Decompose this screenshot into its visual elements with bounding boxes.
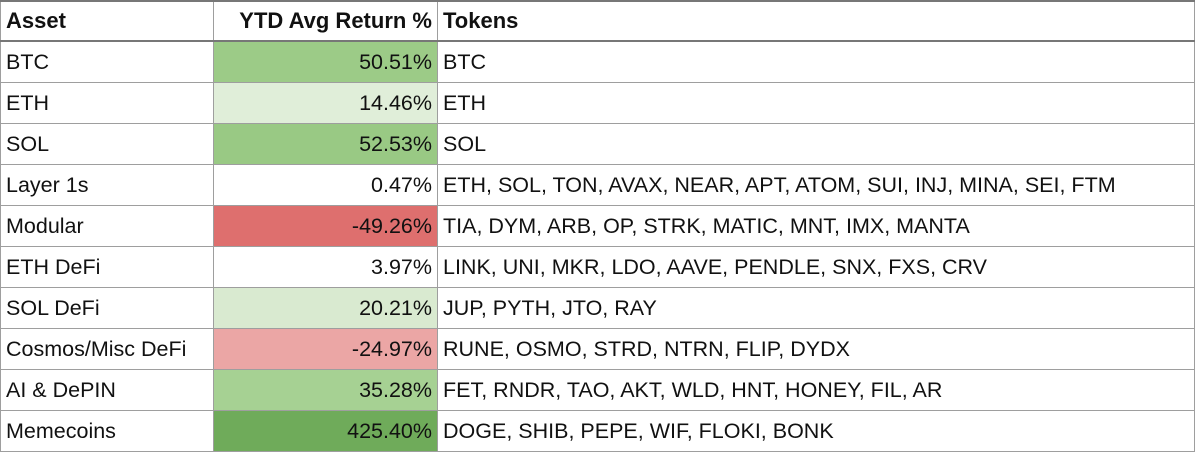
asset-cell: SOL: [0, 123, 214, 165]
table-row: SOL 52.53% SOL: [0, 123, 1195, 165]
table-row: ETH 14.46% ETH: [0, 82, 1195, 124]
table-row: BTC 50.51% BTC: [0, 40, 1195, 83]
return-cell: 50.51%: [213, 40, 438, 83]
table-row: AI & DePIN 35.28% FET, RNDR, TAO, AKT, WLD…: [0, 369, 1195, 411]
asset-cell: ETH: [0, 82, 214, 124]
asset-cell: ETH DeFi: [0, 246, 214, 288]
return-cell: 3.97%: [213, 246, 438, 288]
return-cell: -24.97%: [213, 328, 438, 370]
tokens-cell: FET, RNDR, TAO, AKT, WLD, HNT, HONEY, FI…: [437, 369, 1195, 411]
return-cell: 20.21%: [213, 287, 438, 329]
tokens-cell: ETH, SOL, TON, AVAX, NEAR, APT, ATOM, SU…: [437, 164, 1195, 206]
header-return: YTD Avg Return %: [213, 0, 438, 42]
table-row: ETH DeFi 3.97% LINK, UNI, MKR, LDO, AAVE, …: [0, 246, 1195, 288]
header-tokens: Tokens: [437, 0, 1195, 42]
tokens-cell: TIA, DYM, ARB, OP, STRK, MATIC, MNT, IMX…: [437, 205, 1195, 247]
asset-cell: SOL DeFi: [0, 287, 214, 329]
table-row: Memecoins 425.40% DOGE, SHIB, PEPE, WIF, F…: [0, 410, 1195, 452]
asset-cell: BTC: [0, 40, 214, 83]
return-cell: -49.26%: [213, 205, 438, 247]
asset-cell: Modular: [0, 205, 214, 247]
asset-cell: Cosmos/Misc DeFi: [0, 328, 214, 370]
header-asset: Asset: [0, 0, 214, 42]
table-row: Cosmos/Misc DeFi -24.97% RUNE, OSMO, STRD,…: [0, 328, 1195, 370]
return-cell: 425.40%: [213, 410, 438, 452]
tokens-cell: RUNE, OSMO, STRD, NTRN, FLIP, DYDX: [437, 328, 1195, 370]
table-row: SOL DeFi 20.21% JUP, PYTH, JTO, RAY: [0, 287, 1195, 329]
asset-cell: Layer 1s: [0, 164, 214, 206]
return-cell: 35.28%: [213, 369, 438, 411]
table-row: Modular -49.26% TIA, DYM, ARB, OP, STRK, M…: [0, 205, 1195, 247]
tokens-cell: JUP, PYTH, JTO, RAY: [437, 287, 1195, 329]
asset-cell: AI & DePIN: [0, 369, 214, 411]
asset-cell: Memecoins: [0, 410, 214, 452]
tokens-cell: ETH: [437, 82, 1195, 124]
tokens-cell: SOL: [437, 123, 1195, 165]
table-row: Layer 1s 0.47% ETH, SOL, TON, AVAX, NEAR, …: [0, 164, 1195, 206]
tokens-cell: LINK, UNI, MKR, LDO, AAVE, PENDLE, SNX, …: [437, 246, 1195, 288]
tokens-cell: BTC: [437, 40, 1195, 83]
tokens-cell: DOGE, SHIB, PEPE, WIF, FLOKI, BONK: [437, 410, 1195, 452]
return-cell: 52.53%: [213, 123, 438, 165]
return-cell: 0.47%: [213, 164, 438, 206]
header-row: Asset YTD Avg Return % Tokens: [0, 0, 1195, 42]
return-cell: 14.46%: [213, 82, 438, 124]
